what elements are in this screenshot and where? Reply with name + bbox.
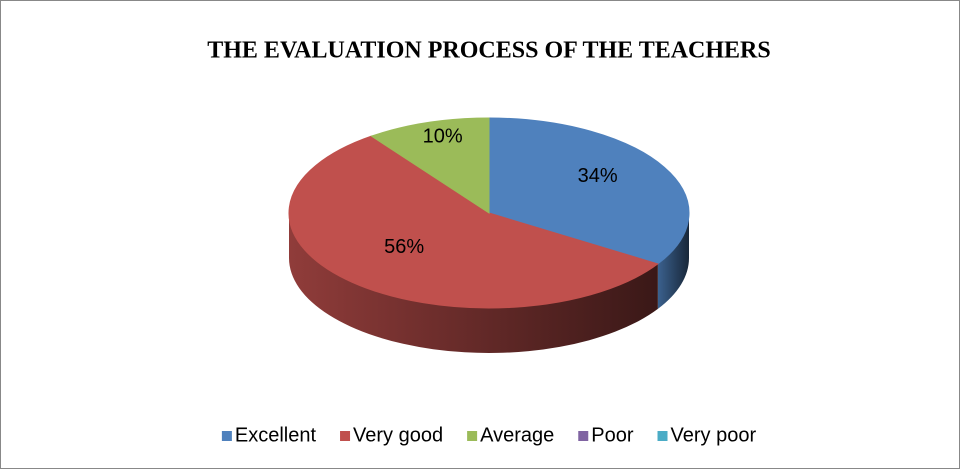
data-label: 10%	[423, 126, 463, 148]
legend-swatch	[221, 431, 232, 441]
chart-title: THE EVALUATION PROCESS OF THE TEACHERS	[207, 38, 770, 64]
legend-swatch	[578, 431, 589, 441]
legend-swatch	[467, 431, 478, 441]
legend-swatch	[340, 431, 351, 441]
legend-label: Very good	[353, 424, 443, 446]
legend-swatch	[657, 431, 668, 441]
data-label: 56%	[384, 236, 424, 258]
pie-slice	[488, 117, 690, 265]
pie-slice	[288, 135, 659, 309]
legend-label: Average	[480, 424, 554, 446]
legend-label: Poor	[591, 424, 634, 446]
legend-label: Very poor	[671, 424, 757, 446]
pie-side	[289, 213, 658, 353]
pie-side	[657, 213, 689, 309]
pie-slice	[370, 117, 490, 214]
legend-label: Excellent	[235, 424, 317, 446]
data-label: 34%	[578, 165, 618, 187]
